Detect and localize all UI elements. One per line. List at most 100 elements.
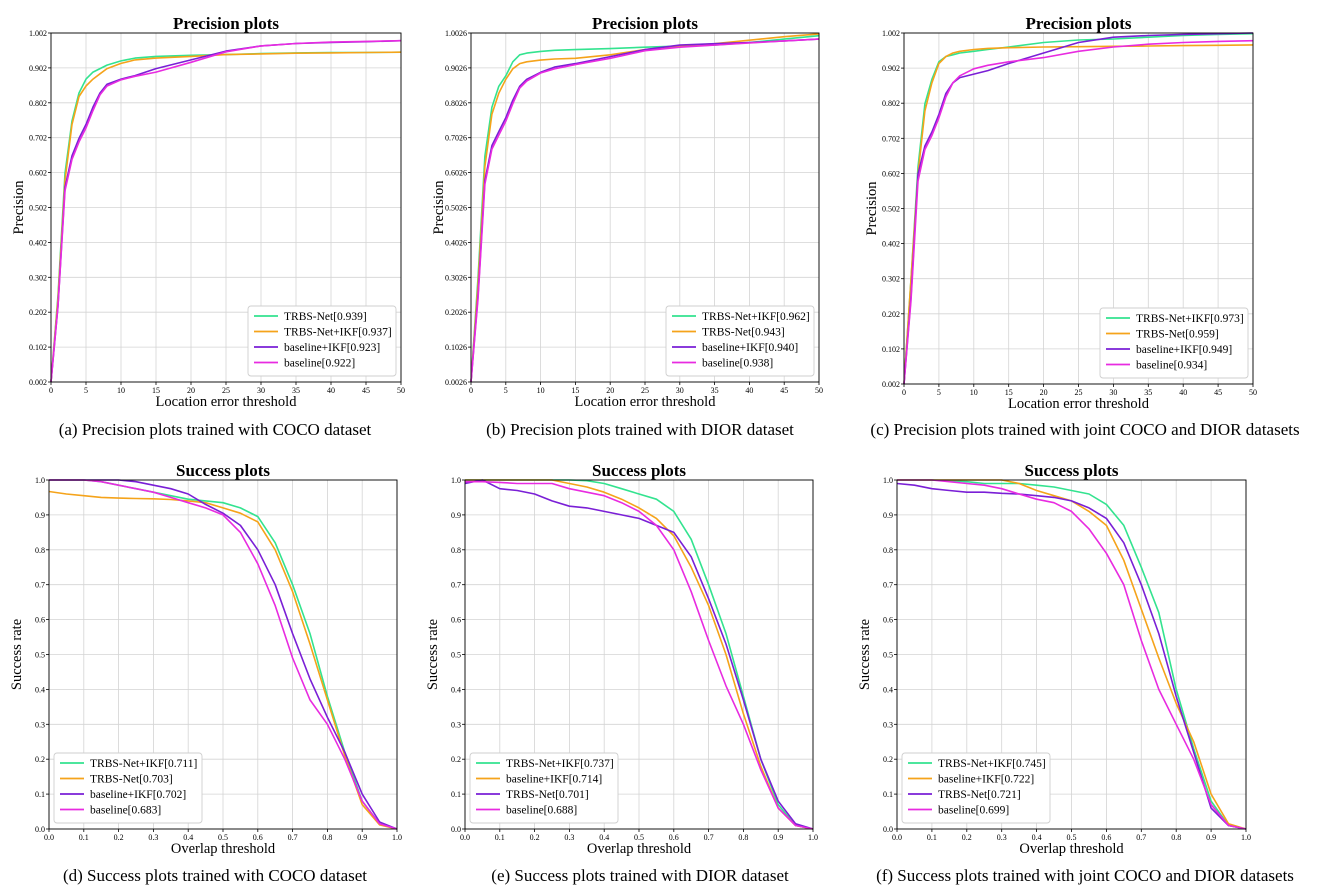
legend-entry-3: baseline+IKF[0.923] — [284, 342, 380, 354]
x-tick-label: 0.5 — [634, 833, 644, 842]
x-tick-label: 5 — [504, 386, 508, 395]
x-tick-label: 45 — [1214, 388, 1222, 397]
x-tick-label: 0.3 — [148, 833, 158, 842]
y-tick-label: 0.2 — [451, 755, 461, 764]
y-tick-label: 0.1 — [451, 790, 461, 799]
y-tick-label: 0.0026 — [445, 378, 467, 387]
x-tick-label: 30 — [257, 386, 265, 395]
y-tick-label: 0.602 — [29, 169, 47, 178]
y-tick-label: 0.402 — [29, 238, 47, 247]
x-tick-label: 0.6 — [1101, 833, 1111, 842]
x-tick-label: 0.0 — [460, 833, 470, 842]
legend-entry-1: TRBS-Net+IKF[0.973] — [1136, 313, 1244, 325]
x-tick-label: 50 — [1249, 388, 1257, 397]
y-tick-label: 0.2 — [35, 755, 45, 764]
y-tick-label: 0.002 — [882, 380, 900, 389]
legend-box — [247, 305, 397, 377]
y-tick-label: 0.3 — [451, 720, 461, 729]
caption-a: (a) Precision plots trained with COCO da… — [58, 420, 372, 439]
x-tick-label: 20 — [187, 386, 195, 395]
y-tick-label: 0.9 — [883, 511, 893, 520]
x-tick-label: 0.8 — [322, 833, 332, 842]
legend-entry-2: baseline+IKF[0.714] — [506, 774, 602, 786]
chart-2: 0 5 10 15 20 25 30 35 40 45 50 0.0026 0.1026 0.2026 0.… — [431, 14, 823, 410]
y-tick-label: 0.0 — [883, 825, 893, 834]
x-tick-label: 40 — [745, 386, 753, 395]
legend: TRBS-Net+IKF[0.973] TRBS-Net[0.959] baseli… — [1099, 307, 1249, 379]
legend: TRBS-Net+IKF[0.962] TRBS-Net[0.943] baseli… — [665, 305, 815, 377]
legend-entry-3: TRBS-Net[0.721] — [938, 789, 1021, 801]
y-tick-label: 0.102 — [882, 345, 900, 354]
y-tick-label: 0.8 — [883, 546, 893, 555]
y-axis-label: Success rate — [857, 619, 873, 690]
x-tick-label: 0.6 — [253, 833, 263, 842]
y-tick-label: 0.602 — [882, 169, 900, 178]
x-tick-label: 0.2 — [114, 833, 124, 842]
legend-box — [665, 305, 815, 377]
caption-e: (e) Success plots trained with DIOR data… — [491, 866, 789, 885]
y-tick-label: 0.902 — [882, 64, 900, 73]
x-axis-label: Location error threshold — [575, 394, 717, 410]
x-axis-label: Overlap threshold — [587, 841, 692, 857]
y-tick-label: 0.702 — [882, 134, 900, 143]
y-tick-label: 0.1026 — [445, 343, 467, 352]
y-tick-label: 1.0 — [883, 476, 893, 485]
y-tick-label: 0.102 — [29, 343, 47, 352]
y-tick-label: 1.0 — [35, 476, 45, 485]
x-tick-label: 30 — [676, 386, 684, 395]
series-line-4 — [50, 39, 402, 383]
x-tick-label: 15 — [571, 386, 579, 395]
y-tick-label: 0.1 — [883, 790, 893, 799]
y-tick-label: 0.4 — [35, 685, 45, 694]
x-tick-label: 0.9 — [773, 833, 783, 842]
caption-d: (d) Success plots trained with COCO data… — [62, 866, 368, 885]
y-tick-label: 0.802 — [29, 99, 47, 108]
y-tick-label: 0.8026 — [445, 99, 467, 108]
y-tick-label: 0.7 — [883, 581, 893, 590]
x-tick-label: 5 — [937, 388, 941, 397]
x-tick-label: 0.7 — [288, 833, 298, 842]
legend-entry-4: baseline[0.938] — [702, 358, 773, 370]
legend-entry-4: baseline[0.922] — [284, 358, 355, 370]
x-tick-label: 0.8 — [738, 833, 748, 842]
series-line-2 — [50, 51, 402, 383]
y-tick-label: 0.9 — [35, 511, 45, 520]
legend-box — [469, 752, 619, 824]
legend-box — [53, 752, 203, 824]
y-tick-label: 0.302 — [882, 275, 900, 284]
x-tick-label: 0.2 — [962, 833, 972, 842]
y-tick-label: 0.3 — [35, 720, 45, 729]
series-line-3 — [903, 32, 1254, 385]
x-tick-label: 30 — [1109, 388, 1117, 397]
x-tick-label: 1.0 — [808, 833, 818, 842]
y-tick-label: 0.5026 — [445, 204, 467, 213]
legend: TRBS-Net+IKF[0.711] TRBS-Net[0.703] baseli… — [53, 752, 203, 824]
x-tick-label: 0.4 — [599, 833, 609, 842]
legend-entry-2: TRBS-Net[0.943] — [702, 327, 785, 339]
chart-6: 0.0 0.1 0.2 0.3 0.4 0.5 0.6 0.7 0.8 0.9 1.0 0.0 0.1 0… — [857, 461, 1251, 857]
x-tick-label: 0.1 — [79, 833, 89, 842]
y-tick-label: 0.8 — [35, 546, 45, 555]
x-tick-label: 0 — [469, 386, 473, 395]
legend-entry-1: TRBS-Net+IKF[0.745] — [938, 758, 1046, 770]
x-tick-label: 45 — [780, 386, 788, 395]
x-tick-label: 10 — [970, 388, 978, 397]
x-tick-label: 0.1 — [495, 833, 505, 842]
x-tick-label: 0.4 — [183, 833, 193, 842]
legend-box — [1099, 307, 1249, 379]
y-tick-label: 0.2 — [883, 755, 893, 764]
y-tick-label: 1.0 — [451, 476, 461, 485]
x-tick-label: 0.3 — [997, 833, 1007, 842]
x-axis-label: Overlap threshold — [171, 841, 276, 857]
x-tick-label: 40 — [327, 386, 335, 395]
chart-title: Success plots — [176, 461, 270, 480]
chart-5: 0.0 0.1 0.2 0.3 0.4 0.5 0.6 0.7 0.8 0.9 1.0 0.0 0.1 0… — [425, 461, 818, 857]
x-tick-label: 0.4 — [1032, 833, 1042, 842]
x-tick-label: 0.9 — [1206, 833, 1216, 842]
y-tick-label: 0.7026 — [445, 134, 467, 143]
y-axis-label: Precision — [11, 180, 27, 235]
x-tick-label: 0.0 — [892, 833, 902, 842]
legend-entry-3: baseline+IKF[0.940] — [702, 342, 798, 354]
series-line-3 — [896, 482, 1247, 830]
x-tick-label: 0.9 — [357, 833, 367, 842]
